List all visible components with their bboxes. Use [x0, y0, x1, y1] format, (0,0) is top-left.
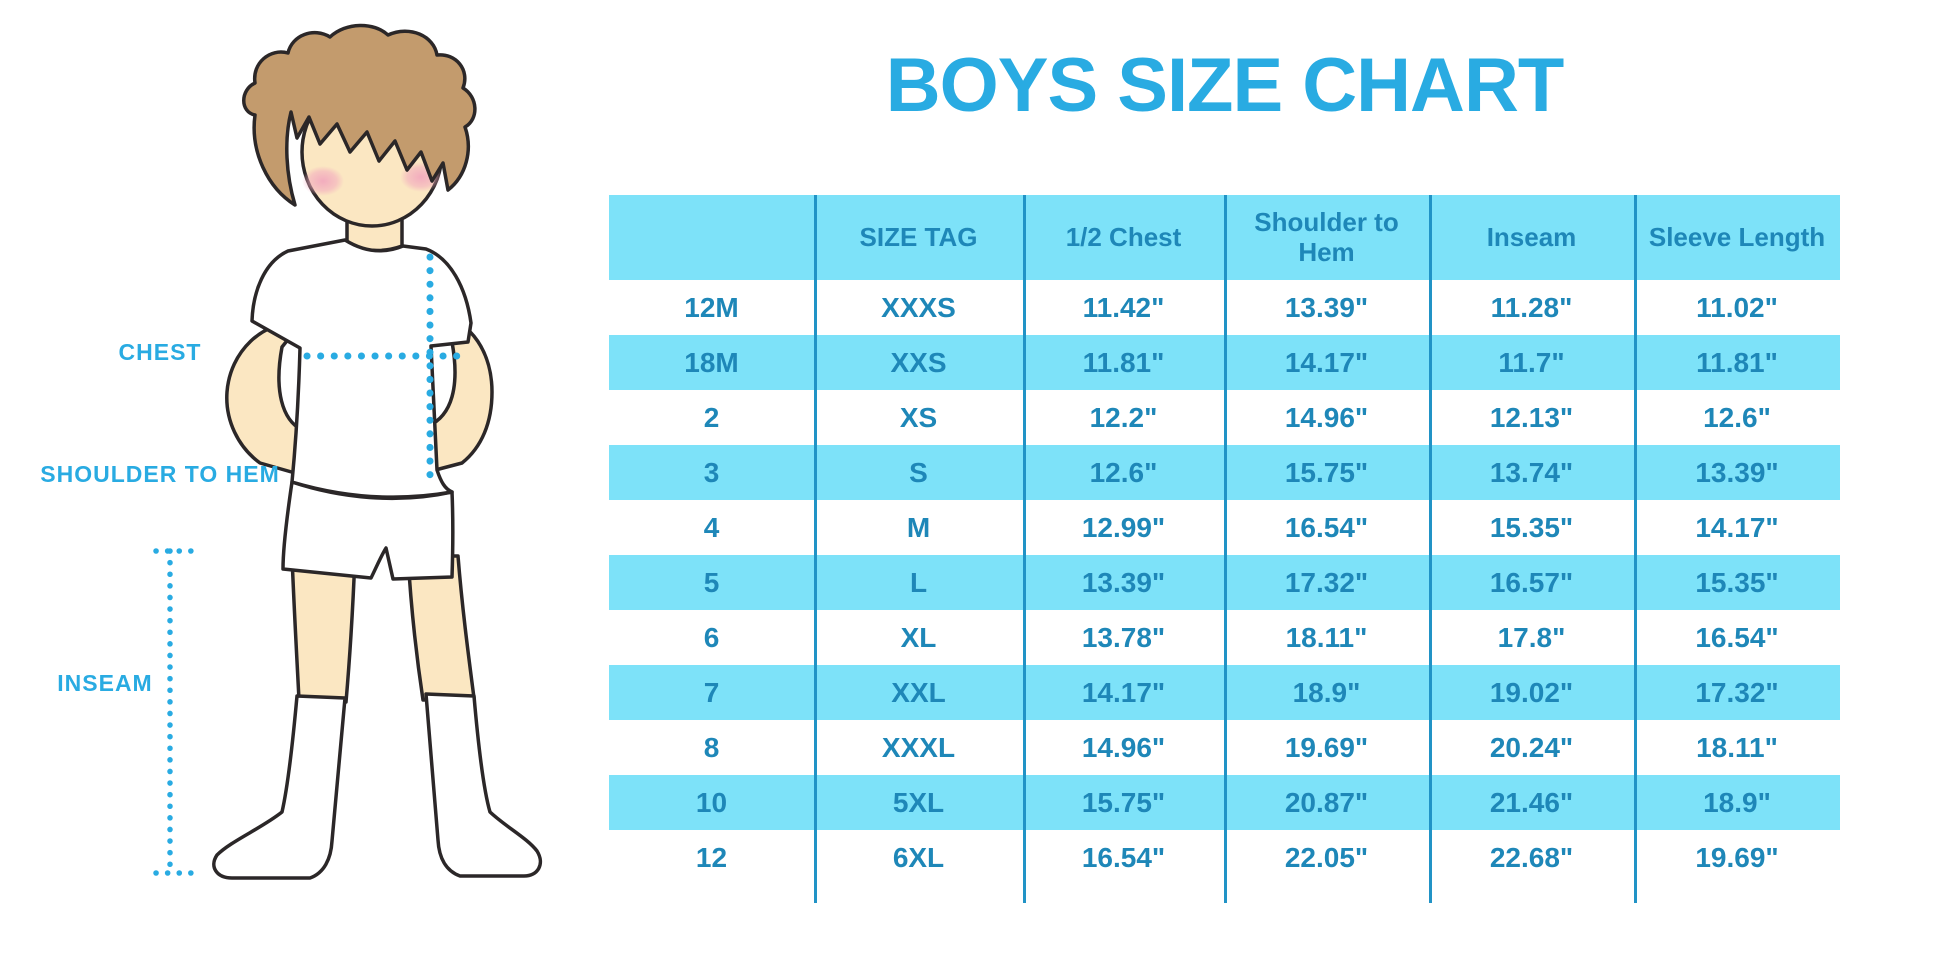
- header-cell-inseam: Inseam: [1486, 221, 1577, 252]
- header-cell-size: [609, 195, 814, 280]
- cell-size-tag: XXS: [890, 346, 947, 378]
- cell-shoulder-to-hem: 14.96": [1284, 401, 1369, 433]
- cell-size-tag: XL: [900, 621, 937, 653]
- boy-left-arm: [225, 320, 304, 477]
- boy-illustration: [153, 23, 543, 880]
- cell-size-tag: 6XL: [892, 841, 945, 873]
- cell-inseam: 12.13": [1489, 401, 1574, 433]
- cell-size: 3: [703, 456, 720, 488]
- cell-sleeve-length: 11.02": [1696, 291, 1778, 323]
- cell-sleeve-length: 17.32": [1695, 676, 1779, 708]
- cell-inseam: 22.68": [1489, 841, 1574, 873]
- cell-size-tag: XXL: [891, 676, 946, 708]
- cell-size: 18M: [684, 346, 739, 378]
- cell-sleeve-length: 18.9": [1703, 786, 1771, 818]
- cell-size: 2: [703, 401, 720, 433]
- cell-sleeve-length: 18.11": [1696, 731, 1778, 763]
- cell-size: 8: [703, 731, 720, 763]
- boy-right-sock: [424, 692, 543, 878]
- boy-left-sock: [212, 694, 347, 880]
- cell-shoulder-to-hem: 17.32": [1284, 566, 1369, 598]
- cell-half-chest: 14.96": [1081, 731, 1166, 763]
- cell-size: 10: [695, 786, 728, 818]
- cell-half-chest: 12.2": [1089, 401, 1158, 433]
- cell-size-tag: L: [909, 566, 928, 598]
- column-divider: [1224, 195, 1227, 903]
- header-cell-sleeve-length: Sleeve Length: [1648, 221, 1826, 252]
- cell-size: 6: [703, 621, 720, 653]
- cell-shoulder-to-hem: 18.9": [1292, 676, 1361, 708]
- cell-sleeve-length: 19.69": [1695, 841, 1779, 873]
- cell-shoulder-to-hem: 18.11": [1285, 621, 1368, 653]
- cell-half-chest: 13.78": [1081, 621, 1166, 653]
- cell-half-chest: 11.81": [1082, 346, 1165, 378]
- cell-half-chest: 12.6": [1089, 456, 1158, 488]
- cell-half-chest: 15.75": [1081, 786, 1166, 818]
- cell-inseam: 13.74": [1489, 456, 1574, 488]
- cell-size: 5: [703, 566, 720, 598]
- cell-shoulder-to-hem: 13.39": [1284, 291, 1369, 323]
- header-cell-half-chest: 1/2 Chest: [1065, 221, 1182, 252]
- cell-size-tag: XXXS: [881, 291, 956, 323]
- column-divider: [1023, 195, 1026, 903]
- boys-size-table: SIZE TAG 1/2 Chest Shoulder to Hem Insea…: [609, 195, 1840, 903]
- blush-left: [302, 166, 344, 196]
- cell-half-chest: 14.17": [1081, 676, 1166, 708]
- boy-tshirt: [250, 238, 473, 499]
- cell-inseam: 17.8": [1497, 621, 1566, 653]
- inseam-label: INSEAM: [57, 670, 153, 696]
- cell-shoulder-to-hem: 20.87": [1284, 786, 1369, 818]
- cell-inseam: 20.24": [1489, 731, 1574, 763]
- column-divider: [814, 195, 817, 903]
- cell-half-chest: 12.99": [1081, 511, 1166, 543]
- cell-size: 12M: [684, 291, 739, 323]
- cell-shoulder-to-hem: 14.17": [1284, 346, 1369, 378]
- cell-inseam: 21.46": [1489, 786, 1574, 818]
- cell-half-chest: 11.42": [1082, 291, 1165, 323]
- cell-half-chest: 16.54": [1081, 841, 1166, 873]
- chest-label: CHEST: [118, 339, 202, 365]
- cell-inseam: 15.35": [1489, 511, 1574, 543]
- cell-sleeve-length: 11.81": [1696, 346, 1778, 378]
- cell-inseam: 16.57": [1489, 566, 1574, 598]
- cell-half-chest: 13.39": [1081, 566, 1166, 598]
- cell-inseam: 19.02": [1489, 676, 1574, 708]
- cell-shoulder-to-hem: 15.75": [1284, 456, 1369, 488]
- header-cell-shoulder-to-hem: Shoulder to Hem: [1254, 207, 1399, 267]
- cell-inseam: 11.7": [1498, 346, 1565, 378]
- header-cell-size-tag: SIZE TAG: [859, 221, 978, 252]
- cell-size-tag: 5XL: [892, 786, 945, 818]
- cell-sleeve-length: 15.35": [1695, 566, 1779, 598]
- boy-right-arm: [422, 314, 494, 475]
- cell-size-tag: S: [909, 456, 928, 488]
- column-divider: [1634, 195, 1637, 903]
- shoulder-to-hem-label: SHOULDER TO HEM: [40, 461, 280, 487]
- cell-size: 7: [703, 676, 720, 708]
- column-divider: [1429, 195, 1432, 903]
- cell-sleeve-length: 16.54": [1695, 621, 1779, 653]
- cell-sleeve-length: 12.6": [1703, 401, 1771, 433]
- cell-size: 4: [703, 511, 720, 543]
- cell-size-tag: XS: [899, 401, 938, 433]
- cell-size-tag: XXXL: [881, 731, 956, 763]
- cell-sleeve-length: 14.17": [1695, 511, 1779, 543]
- boy-hair: [242, 23, 477, 207]
- page-title: BOYS SIZE CHART: [885, 43, 1565, 128]
- boy-left-leg: [290, 554, 357, 704]
- cell-shoulder-to-hem: 22.05": [1284, 841, 1369, 873]
- cell-shoulder-to-hem: 19.69": [1284, 731, 1369, 763]
- cell-size-tag: M: [906, 511, 931, 543]
- cell-sleeve-length: 13.39": [1695, 456, 1779, 488]
- cell-inseam: 11.28": [1490, 291, 1573, 323]
- cell-shoulder-to-hem: 16.54": [1284, 511, 1369, 543]
- cell-size: 12: [695, 841, 728, 873]
